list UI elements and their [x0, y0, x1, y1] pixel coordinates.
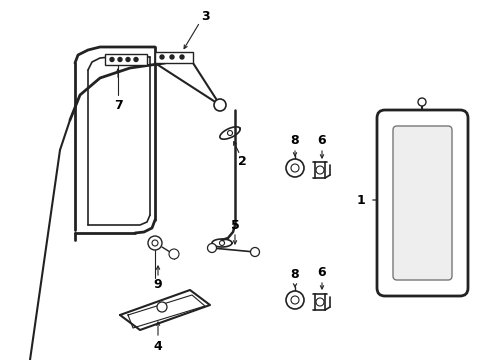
Circle shape: [126, 58, 130, 62]
Text: 8: 8: [291, 134, 299, 147]
Text: 2: 2: [238, 154, 246, 167]
Circle shape: [160, 55, 164, 59]
Bar: [105, 54, 147, 65]
Bar: [155, 52, 193, 63]
Text: 1: 1: [357, 194, 366, 207]
Circle shape: [157, 302, 167, 312]
Circle shape: [214, 99, 226, 111]
FancyBboxPatch shape: [393, 126, 452, 280]
Circle shape: [286, 291, 304, 309]
Circle shape: [291, 164, 299, 172]
Circle shape: [286, 159, 304, 177]
Text: 4: 4: [154, 341, 162, 354]
Text: 3: 3: [201, 9, 209, 23]
Circle shape: [180, 55, 184, 59]
FancyBboxPatch shape: [377, 110, 468, 296]
Circle shape: [118, 58, 122, 62]
Text: 8: 8: [291, 269, 299, 282]
Text: 6: 6: [318, 266, 326, 279]
Text: 9: 9: [154, 279, 162, 292]
Circle shape: [110, 58, 114, 62]
Circle shape: [291, 296, 299, 304]
Circle shape: [250, 248, 260, 257]
Circle shape: [152, 240, 158, 246]
Circle shape: [316, 298, 324, 306]
Circle shape: [170, 55, 174, 59]
Circle shape: [169, 249, 179, 259]
Circle shape: [134, 58, 138, 62]
Circle shape: [148, 236, 162, 250]
Text: 6: 6: [318, 134, 326, 147]
Circle shape: [207, 243, 217, 252]
Text: 5: 5: [231, 219, 240, 231]
Circle shape: [316, 166, 324, 174]
Circle shape: [418, 98, 426, 106]
Text: 7: 7: [114, 99, 122, 112]
